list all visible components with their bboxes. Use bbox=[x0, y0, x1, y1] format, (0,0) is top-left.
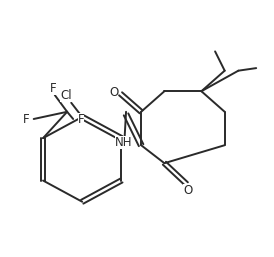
Text: F: F bbox=[23, 113, 29, 126]
Text: F: F bbox=[50, 82, 57, 95]
Text: O: O bbox=[183, 184, 192, 197]
Text: O: O bbox=[109, 86, 118, 99]
Text: F: F bbox=[78, 113, 84, 126]
Text: NH: NH bbox=[115, 136, 132, 149]
Text: Cl: Cl bbox=[60, 89, 72, 102]
